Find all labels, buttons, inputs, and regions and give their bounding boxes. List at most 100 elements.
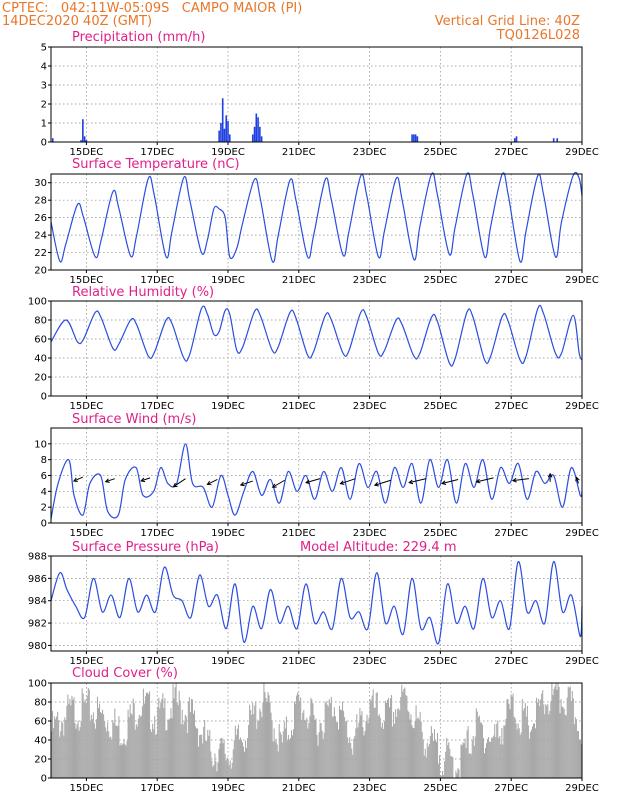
cloud-bar-338 bbox=[396, 716, 398, 778]
ytick-precip-4: 4 bbox=[41, 62, 47, 73]
cloud-bar-481 bbox=[542, 690, 544, 778]
cloud-bar-349 bbox=[407, 710, 409, 778]
cloud-bar-347 bbox=[405, 695, 407, 778]
precip-bar-9 bbox=[225, 115, 228, 142]
cloud-bar-430 bbox=[490, 741, 492, 778]
ytick-wind-4: 8 bbox=[41, 455, 47, 466]
cloud-bar-415 bbox=[474, 736, 476, 778]
cloud-bar-19 bbox=[70, 705, 72, 778]
cloud-bar-189 bbox=[243, 751, 246, 778]
wind-arrow-head-4 bbox=[206, 480, 212, 486]
cloud-bar-418 bbox=[477, 717, 479, 778]
cloud-bar-352 bbox=[410, 714, 412, 778]
cloud-bar-351 bbox=[409, 719, 411, 778]
xtick-wind-1: 17DEC bbox=[140, 528, 174, 539]
cloud-bar-480 bbox=[541, 693, 543, 778]
cloud-bar-249 bbox=[305, 720, 307, 778]
cloud-bar-504 bbox=[565, 715, 567, 778]
cloud-bar-260 bbox=[316, 734, 318, 778]
ytick-humidity-1: 20 bbox=[34, 373, 47, 384]
cloud-bar-191 bbox=[246, 747, 248, 778]
cloud-bar-68 bbox=[120, 743, 122, 778]
ytick-temperature-5: 30 bbox=[34, 178, 47, 189]
cloud-bar-26 bbox=[77, 720, 79, 778]
cloud-bar-316 bbox=[373, 707, 375, 778]
cloud-bar-147 bbox=[201, 734, 203, 778]
cloud-bar-268 bbox=[324, 702, 326, 778]
cloud-bar-362 bbox=[420, 721, 422, 778]
cloud-bar-169 bbox=[223, 739, 225, 778]
ytick-pressure-2: 984 bbox=[28, 596, 47, 607]
cloud-bar-339 bbox=[397, 708, 399, 778]
cloud-bar-226 bbox=[281, 742, 283, 778]
wind-arrow-icon-1 bbox=[104, 478, 115, 483]
header-run-time: 14DEC2020 40Z (GMT) bbox=[2, 14, 152, 29]
cloud-bar-132 bbox=[185, 716, 187, 778]
precip-bar-7 bbox=[221, 98, 224, 142]
cloud-bar-170 bbox=[224, 753, 226, 778]
precipitation-title: Precipitation (mm/h) bbox=[72, 30, 205, 45]
cloud-bar-372 bbox=[430, 726, 432, 778]
cloud-bar-203 bbox=[258, 720, 260, 778]
cloud-bar-334 bbox=[392, 726, 394, 778]
xtick-precip-1: 17DEC bbox=[140, 147, 174, 158]
cloud-bar-93 bbox=[145, 692, 148, 778]
temperature-series-line bbox=[50, 171, 583, 263]
xtick-humidity-0: 15DEC bbox=[70, 401, 104, 412]
cloud-bar-67 bbox=[119, 745, 121, 778]
cloud-bar-402 bbox=[461, 745, 463, 778]
cloud-bar-342 bbox=[400, 696, 402, 778]
cloud-bar-355 bbox=[413, 728, 415, 778]
cloud-bar-153 bbox=[207, 729, 209, 778]
cloud-bar-412 bbox=[471, 740, 473, 778]
cloud-bar-305 bbox=[362, 727, 364, 778]
xtick-precip-5: 25DEC bbox=[424, 147, 458, 158]
cloud-bar-493 bbox=[554, 686, 556, 778]
cloud-bar-167 bbox=[221, 737, 223, 778]
xtick-wind-6: 27DEC bbox=[494, 528, 528, 539]
cloud-bar-136 bbox=[189, 711, 191, 778]
cloud-bar-381 bbox=[440, 775, 442, 778]
cloud-bar-426 bbox=[486, 743, 488, 778]
cloud-bar-42 bbox=[93, 723, 95, 778]
wind-arrow-icon-5 bbox=[239, 480, 253, 487]
cloud-bar-463 bbox=[523, 708, 525, 778]
cloud-bar-127 bbox=[180, 724, 182, 778]
cloud-bar-37 bbox=[88, 689, 90, 778]
xtick-humidity-1: 17DEC bbox=[140, 401, 174, 412]
cloud-bar-107 bbox=[160, 702, 162, 778]
cloud-bar-393 bbox=[452, 757, 454, 778]
cloud-bar-398 bbox=[457, 768, 459, 778]
cloud-bar-390 bbox=[449, 748, 451, 778]
cloud-bar-57 bbox=[109, 737, 111, 778]
cloud-bar-152 bbox=[206, 741, 208, 778]
precip-bar-1 bbox=[80, 140, 82, 142]
cloud-bar-210 bbox=[265, 698, 267, 778]
cloud-bar-151 bbox=[205, 740, 207, 778]
cloud-bar-359 bbox=[417, 717, 419, 778]
pressure-panel: Surface Pressure (hPa) Model Altitude: 2… bbox=[28, 540, 599, 667]
cloud-bar-199 bbox=[254, 705, 256, 778]
cloud-bar-401 bbox=[460, 744, 462, 778]
wind-arrow-head-8 bbox=[339, 480, 345, 485]
cloud-bar-10 bbox=[61, 721, 63, 778]
precip-bar-2 bbox=[82, 119, 84, 142]
cloud-bar-303 bbox=[360, 715, 362, 778]
cloud-bar-64 bbox=[116, 725, 118, 778]
cloud-bar-263 bbox=[319, 723, 321, 778]
cloud-bar-490 bbox=[551, 683, 553, 778]
cloud-bar-96 bbox=[149, 691, 151, 778]
cloud-bar-121 bbox=[174, 687, 176, 778]
cloud-bar-423 bbox=[482, 738, 484, 778]
cloud-bar-148 bbox=[202, 743, 204, 778]
cloud-bar-371 bbox=[429, 735, 431, 778]
xtick-pressure-0: 15DEC bbox=[70, 656, 104, 667]
cloud-bar-500 bbox=[561, 706, 563, 778]
cloud-bar-196 bbox=[251, 714, 253, 778]
cloud-bar-185 bbox=[239, 737, 241, 778]
cloud-bar-81 bbox=[133, 703, 135, 778]
precip-bar-8 bbox=[223, 128, 226, 142]
cloud-bar-71 bbox=[123, 739, 125, 778]
cloud-bar-503 bbox=[564, 714, 566, 778]
pressure-title: Surface Pressure (hPa) bbox=[72, 540, 219, 555]
